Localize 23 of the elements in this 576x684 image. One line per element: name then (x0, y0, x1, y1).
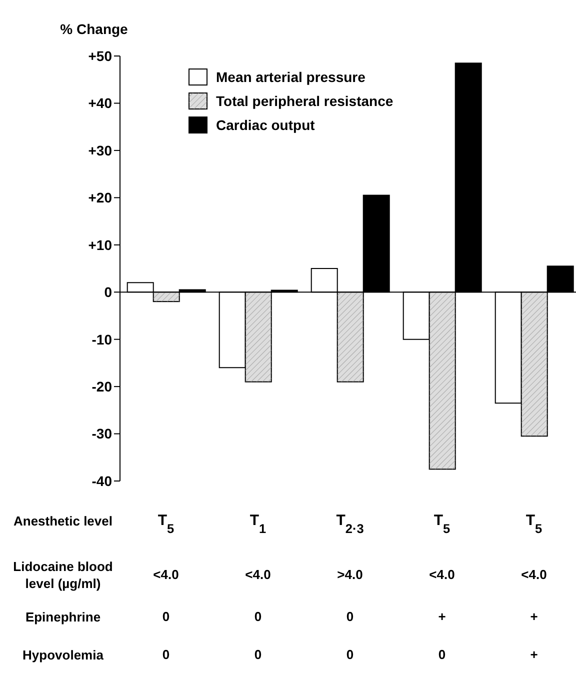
text: Hypovolemia (22, 646, 104, 664)
category-label: T$_{2·3}$ >4.0 0 0 (336, 512, 364, 662)
y-axis-title: % Change (60, 21, 128, 37)
y-tick-label: +20 (88, 190, 112, 206)
category-label: T$_{5}$ <4.0 + 0 (429, 512, 455, 662)
y-tick-label: -30 (92, 426, 112, 442)
y-tick-label: +40 (88, 95, 112, 112)
y-tick-label: -40 (92, 472, 112, 489)
y-tick-label: 0 (104, 284, 112, 300)
category-label: T$_{1}$ <4.0 0 0 (245, 512, 271, 662)
legend-label: Mean arterial pressure (216, 69, 366, 85)
category-label: T$_{5}$ <4.0 0 0 (153, 512, 179, 662)
legend-label: Total peripheral resistance (216, 93, 394, 109)
legend-label: Cardiac output (216, 117, 315, 133)
y-tick-label: +50 (88, 48, 112, 64)
text: Lidocaine blood level (µg/ml) (12, 558, 114, 592)
y-tick-label: +30 (88, 142, 112, 158)
y-tick-label: +10 (88, 236, 112, 253)
y-tick-label: -10 (92, 331, 112, 348)
text: Epinephrine (24, 608, 102, 626)
category-label: T$_{5}$ <4.0 + + (521, 512, 547, 662)
y-tick-label: -20 (92, 378, 112, 395)
text: Anesthetic level (12, 512, 114, 530)
